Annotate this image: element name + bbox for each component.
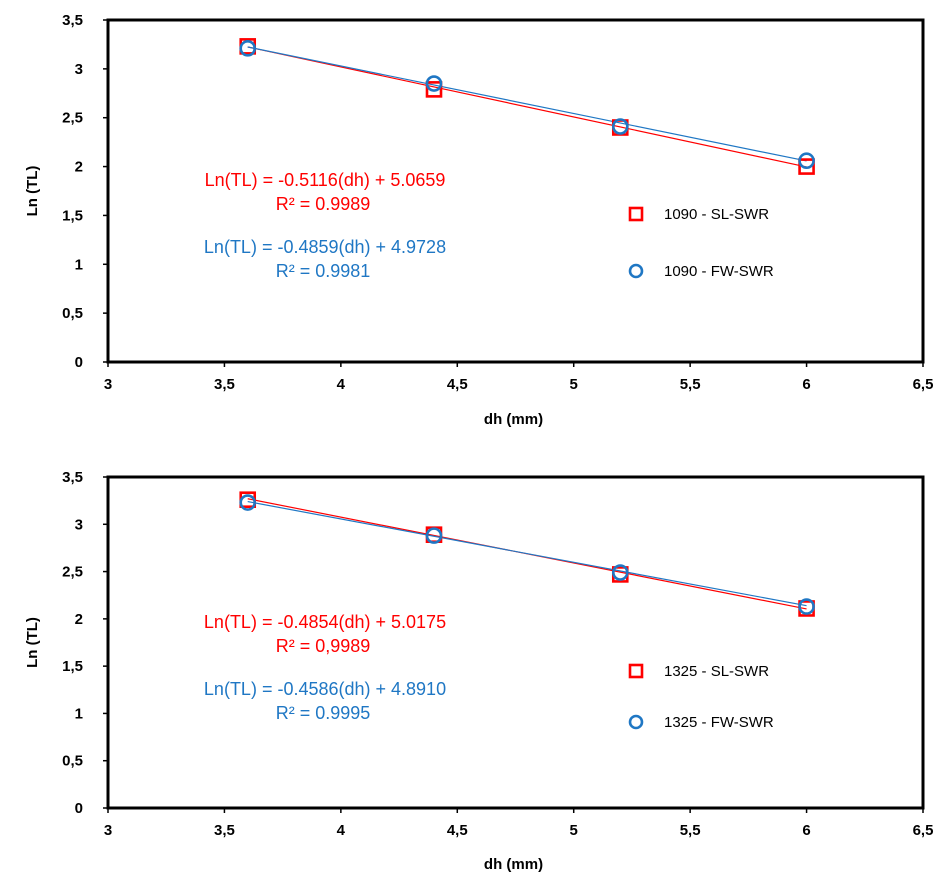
data-point-circle — [239, 40, 257, 57]
r-squared-label: R² = 0.9989 — [276, 194, 371, 214]
legend-label: 1090 - SL-SWR — [664, 206, 769, 223]
data-point-circle — [239, 494, 257, 511]
y-tick-label: 1 — [75, 705, 83, 722]
y-axis-title: Ln (TL) — [24, 166, 41, 217]
trendline-equation: Ln(TL) = -0.5116(dh) + 5.0659 — [205, 170, 446, 190]
legend-label: 1325 - FW-SWR — [664, 714, 774, 731]
data-point-circle — [611, 564, 629, 581]
legend-marker-circle — [628, 263, 644, 279]
x-tick-label: 6,5 — [913, 376, 934, 393]
y-tick-label: 0,5 — [62, 753, 83, 770]
plot-area — [106, 18, 925, 364]
x-tick-label: 6,5 — [913, 822, 934, 839]
data-point-circle — [611, 118, 629, 135]
x-tick-label: 3,5 — [214, 822, 235, 839]
y-tick-label: 2,5 — [62, 564, 83, 581]
data-point-circle — [425, 527, 443, 544]
data-point-square — [425, 81, 443, 98]
y-tick-label: 0,5 — [62, 305, 83, 322]
y-tick-label: 2,5 — [62, 110, 83, 127]
x-tick-label: 5,5 — [680, 376, 701, 393]
r-squared-label: R² = 0.9995 — [276, 703, 371, 723]
x-tick-label: 3 — [104, 822, 112, 839]
legend-label: 1090 - FW-SWR — [664, 263, 774, 280]
data-point-circle — [425, 75, 443, 92]
y-axis-title: Ln (TL) — [24, 617, 41, 668]
x-tick-label: 6 — [802, 822, 810, 839]
x-tick-label: 5 — [570, 822, 578, 839]
x-tick-label: 4 — [337, 822, 346, 839]
x-tick-label: 5,5 — [680, 822, 701, 839]
trendline-2 — [247, 500, 807, 607]
trendline-2 — [247, 46, 807, 162]
x-tick-label: 3,5 — [214, 376, 235, 393]
legend-marker-square — [628, 206, 644, 222]
r-squared-label: R² = 0,9989 — [276, 636, 371, 656]
legend-marker-circle — [628, 714, 644, 730]
legend-label: 1325 - SL-SWR — [664, 663, 769, 680]
r-squared-label: R² = 0.9981 — [276, 261, 371, 281]
y-tick-label: 3 — [75, 61, 83, 78]
y-tick-label: 0 — [75, 800, 83, 817]
chart-2: 3 3,5 4 4,5 5 5,5 6 6,5 0 0,5 1 1,5 2 2,5 3 3,5 dh (mm) L… — [24, 469, 933, 873]
x-tick-label: 4,5 — [447, 376, 468, 393]
y-tick-label: 3 — [75, 516, 83, 533]
x-tick-label: 5 — [570, 376, 578, 393]
y-tick-label: 1,5 — [62, 207, 83, 224]
trendline-equation: Ln(TL) = -0.4586(dh) + 4.8910 — [204, 679, 446, 699]
data-point-square — [798, 158, 815, 175]
plot-area — [106, 475, 925, 810]
y-tick-label: 1 — [75, 256, 83, 273]
y-tick-label: 2 — [75, 611, 83, 628]
data-point-circle — [798, 598, 815, 615]
y-tick-label: 2 — [75, 159, 83, 176]
x-axis-title: dh (mm) — [484, 856, 543, 873]
trendline-equation: Ln(TL) = -0.4854(dh) + 5.0175 — [204, 612, 446, 632]
y-tick-label: 3,5 — [62, 469, 83, 486]
chart-1: 3 3,5 4 4,5 5 5,5 6 6,5 0 0,5 1 1,5 2 2,5 3 3,5 dh (mm) L… — [24, 12, 933, 428]
data-point-circle — [798, 152, 815, 170]
x-tick-label: 4,5 — [447, 822, 468, 839]
y-tick-label: 1,5 — [62, 658, 83, 675]
trendline-1 — [247, 46, 807, 168]
x-tick-label: 3 — [104, 376, 112, 393]
legend-marker-square — [628, 663, 644, 679]
y-tick-label: 0 — [75, 354, 83, 371]
x-tick-label: 6 — [802, 376, 810, 393]
x-axis-title: dh (mm) — [484, 411, 543, 428]
y-tick-label: 3,5 — [62, 12, 83, 29]
trendline-equation: Ln(TL) = -0.4859(dh) + 4.9728 — [204, 237, 446, 257]
x-tick-label: 4 — [337, 376, 346, 393]
